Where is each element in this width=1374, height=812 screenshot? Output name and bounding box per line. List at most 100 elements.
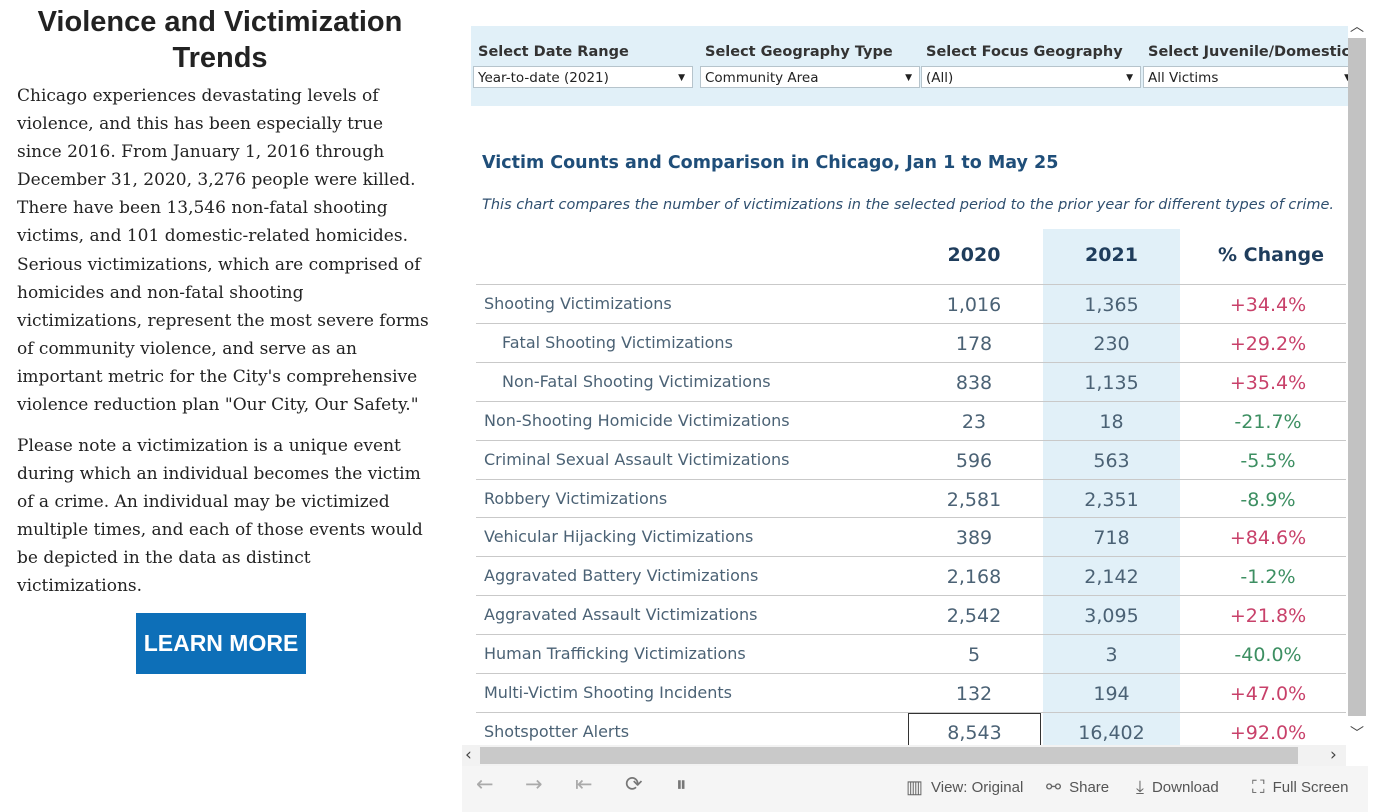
page-title: Violence and Victimization Trends bbox=[37, 6, 403, 74]
pause-icon[interactable]: ⏸ bbox=[676, 772, 687, 796]
value-2020: 838 bbox=[955, 371, 993, 394]
table-row[interactable]: Human Trafficking Victimizations 5 3 -40.0% bbox=[476, 634, 1346, 674]
scroll-up-icon[interactable]: ︿ bbox=[1350, 19, 1364, 35]
filter-label: Select Geography Type bbox=[705, 44, 893, 60]
fullscreen-icon: ⛶ bbox=[1252, 776, 1265, 797]
filter-focus-geography: Select Focus Geography (All) ▼ bbox=[921, 42, 1141, 88]
dropdown-arrow-icon: ▼ bbox=[1126, 73, 1133, 83]
share-icon: ⚯ bbox=[1046, 776, 1062, 797]
row-label: Shooting Victimizations bbox=[484, 294, 672, 313]
value-2020: 5 bbox=[967, 644, 981, 667]
download-icon: ⤓ bbox=[1136, 776, 1144, 797]
table-row[interactable]: Multi-Victim Shooting Incidents 132 194 +47… bbox=[476, 673, 1346, 713]
value-2021: 230 bbox=[1093, 332, 1130, 355]
row-label: Multi-Victim Shooting Incidents bbox=[484, 683, 732, 702]
column-2021-highlight bbox=[1043, 229, 1180, 745]
learn-more-button[interactable]: LEARN MORE bbox=[136, 613, 306, 674]
value-2021: 2,142 bbox=[1084, 566, 1139, 589]
value-change: +47.0% bbox=[1229, 683, 1307, 705]
geography-type-select[interactable]: Community Area ▼ bbox=[700, 66, 920, 88]
scroll-thumb[interactable] bbox=[480, 747, 1298, 764]
table-row[interactable]: Fatal Shooting Victimizations 178 230 +29.2… bbox=[476, 322, 1346, 363]
row-label: Fatal Shooting Victimizations bbox=[502, 332, 733, 352]
juvenile-domestic-select[interactable]: All Victims▼ bbox=[1143, 66, 1348, 88]
value-2021: 563 bbox=[1093, 449, 1130, 472]
filter-label: Select Juvenile/Domestic bbox=[1148, 44, 1348, 60]
view-icon: ▥ bbox=[906, 776, 924, 797]
table-row[interactable]: Non-Fatal Shooting Victimizations 838 1,13… bbox=[476, 361, 1346, 402]
download-button[interactable]: ⤓ Download bbox=[1136, 776, 1219, 797]
refresh-icon[interactable]: ⟳ bbox=[625, 772, 643, 796]
table-row[interactable]: Shotspotter Alerts 8,543 16,402 +92.0% bbox=[476, 711, 1346, 752]
row-label: Non-Fatal Shooting Victimizations bbox=[502, 371, 771, 391]
value-2021: 718 bbox=[1093, 527, 1130, 550]
table-row[interactable]: Robbery Victimizations 2,581 2,351 -8.9% bbox=[476, 478, 1346, 519]
value-change: +21.8% bbox=[1229, 605, 1307, 628]
row-label: Aggravated Battery Victimizations bbox=[484, 566, 759, 586]
scroll-right-icon[interactable]: › bbox=[1330, 745, 1337, 765]
value-2021: 2,351 bbox=[1084, 488, 1139, 511]
row-label: Criminal Sexual Assault Victimizations bbox=[484, 449, 790, 469]
row-label: Non-Shooting Homicide Victimizations bbox=[484, 410, 790, 430]
value-2020: 2,168 bbox=[946, 566, 1002, 589]
scroll-down-icon[interactable]: ﹀ bbox=[1350, 726, 1364, 742]
table-row[interactable]: Aggravated Battery Victimizations 2,168 2,… bbox=[476, 556, 1346, 596]
filter-geography-type: Select Geography Type Community Area ▼ bbox=[700, 42, 920, 88]
dropdown-arrow-icon: ▼ bbox=[678, 73, 685, 83]
table-title: Victim Counts and Comparison in Chicago,… bbox=[482, 153, 1059, 173]
value-change: -40.0% bbox=[1234, 644, 1302, 667]
intro-paragraph: Chicago experiences devastating levels o… bbox=[17, 86, 429, 416]
focus-geography-select[interactable]: (All) ▼ bbox=[921, 66, 1141, 88]
value-2021: 18 bbox=[1099, 410, 1124, 433]
value-2021: 3 bbox=[1105, 644, 1118, 667]
value-2020: 2,581 bbox=[946, 488, 1002, 511]
value-change: +84.6% bbox=[1229, 527, 1307, 550]
table-row[interactable]: Criminal Sexual Assault Victimizations 59… bbox=[476, 439, 1346, 480]
redo-icon[interactable]: → bbox=[525, 772, 543, 796]
scroll-left-icon[interactable]: ‹ bbox=[465, 745, 472, 765]
value-change: +92.0% bbox=[1229, 721, 1307, 744]
value-change: -8.9% bbox=[1240, 488, 1296, 511]
table-row[interactable]: Aggravated Assault Victimizations 2,542 3,… bbox=[476, 595, 1346, 635]
value-2021: 1,365 bbox=[1084, 294, 1139, 316]
undo-icon[interactable]: ← bbox=[476, 772, 494, 796]
value-change: +29.2% bbox=[1229, 332, 1307, 355]
scroll-thumb[interactable] bbox=[1348, 38, 1366, 716]
value-2020: 178 bbox=[955, 332, 993, 355]
value-2020: 389 bbox=[955, 527, 993, 550]
left-panel: Violence and Victimization Trends Chicag… bbox=[0, 0, 440, 812]
value-change: +35.4% bbox=[1229, 371, 1307, 394]
value-2021: 1,135 bbox=[1084, 371, 1139, 394]
row-label: Aggravated Assault Victimizations bbox=[484, 605, 758, 625]
value-change: -1.2% bbox=[1240, 566, 1296, 589]
filter-label: Select Focus Geography bbox=[926, 44, 1123, 60]
revert-icon[interactable]: ⇤ bbox=[575, 772, 593, 796]
value-2020: 23 bbox=[961, 410, 987, 433]
filter-label: Select Date Range bbox=[478, 44, 629, 60]
value-2020: 132 bbox=[955, 683, 993, 705]
row-label: Human Trafficking Victimizations bbox=[484, 644, 746, 664]
dropdown-arrow-icon: ▼ bbox=[905, 73, 912, 83]
table-row[interactable]: Non-Shooting Homicide Victimizations 23 18… bbox=[476, 400, 1346, 441]
vertical-scrollbar[interactable]: ︿ ﹀ bbox=[1346, 14, 1367, 745]
table-subtitle: This chart compares the number of victim… bbox=[482, 197, 1335, 213]
view-original-button[interactable]: ▥ View: Original bbox=[906, 776, 1024, 797]
value-2021: 16,402 bbox=[1078, 721, 1145, 744]
fullscreen-button[interactable]: ⛶ Full Screen bbox=[1252, 776, 1349, 797]
header-change: % Change bbox=[1218, 244, 1324, 266]
horizontal-scrollbar[interactable]: ‹ › bbox=[462, 745, 1346, 766]
value-change: -5.5% bbox=[1240, 449, 1296, 472]
header-2020: 2020 bbox=[947, 244, 1001, 266]
value-change: -21.7% bbox=[1234, 410, 1302, 433]
share-button[interactable]: ⚯ Share bbox=[1046, 776, 1110, 797]
date-range-select[interactable]: Year-to-date (2021) ▼ bbox=[473, 66, 693, 88]
row-label: Shotspotter Alerts bbox=[484, 721, 630, 741]
row-label: Vehicular Hijacking Victimizations bbox=[484, 527, 754, 547]
table-row[interactable]: Vehicular Hijacking Victimizations 389 718… bbox=[476, 517, 1346, 557]
header-2021: 2021 bbox=[1085, 244, 1138, 266]
table-row[interactable]: Shooting Victimizations 1,016 1,365 +34.4% bbox=[476, 284, 1346, 324]
value-2020: 2,542 bbox=[946, 605, 1002, 628]
value-2020: 1,016 bbox=[946, 294, 1002, 316]
value-change: +34.4% bbox=[1229, 294, 1307, 316]
value-2021: 3,095 bbox=[1084, 605, 1139, 628]
